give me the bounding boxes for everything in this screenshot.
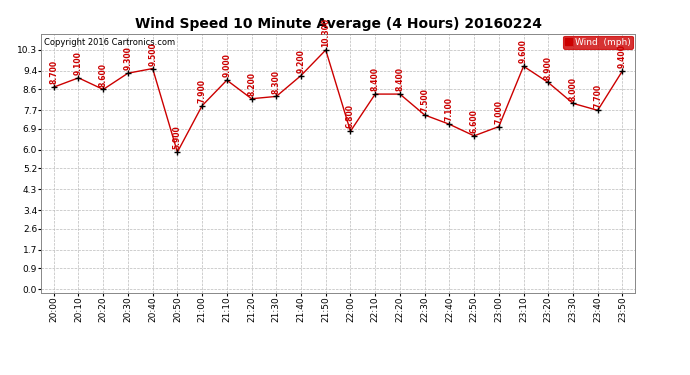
Text: 9.600: 9.600 [519, 40, 528, 63]
Text: 5.900: 5.900 [173, 126, 182, 149]
Text: 8.000: 8.000 [569, 76, 578, 101]
Text: 10.300: 10.300 [322, 18, 331, 47]
Text: 9.000: 9.000 [222, 54, 231, 77]
Text: 9.400: 9.400 [618, 44, 627, 68]
Legend: Wind  (mph): Wind (mph) [563, 36, 633, 49]
Text: 7.700: 7.700 [593, 83, 602, 108]
Text: 9.500: 9.500 [148, 42, 157, 66]
Text: 8.200: 8.200 [247, 72, 256, 96]
Text: Copyright 2016 Cartronics.com: Copyright 2016 Cartronics.com [44, 38, 175, 46]
Text: 7.500: 7.500 [420, 88, 429, 112]
Text: 8.700: 8.700 [49, 60, 58, 84]
Text: 8.400: 8.400 [395, 67, 404, 91]
Text: 9.100: 9.100 [74, 51, 83, 75]
Text: 9.200: 9.200 [297, 49, 306, 73]
Text: 8.400: 8.400 [371, 67, 380, 91]
Text: 9.300: 9.300 [124, 46, 132, 70]
Text: 6.600: 6.600 [470, 109, 479, 133]
Title: Wind Speed 10 Minute Average (4 Hours) 20160224: Wind Speed 10 Minute Average (4 Hours) 2… [135, 17, 542, 31]
Text: 7.000: 7.000 [494, 100, 503, 124]
Text: 8.900: 8.900 [544, 56, 553, 80]
Text: 8.300: 8.300 [272, 70, 281, 94]
Text: 8.600: 8.600 [99, 63, 108, 87]
Text: 6.800: 6.800 [346, 104, 355, 128]
Text: 7.900: 7.900 [197, 79, 206, 103]
Text: 7.100: 7.100 [445, 98, 454, 122]
